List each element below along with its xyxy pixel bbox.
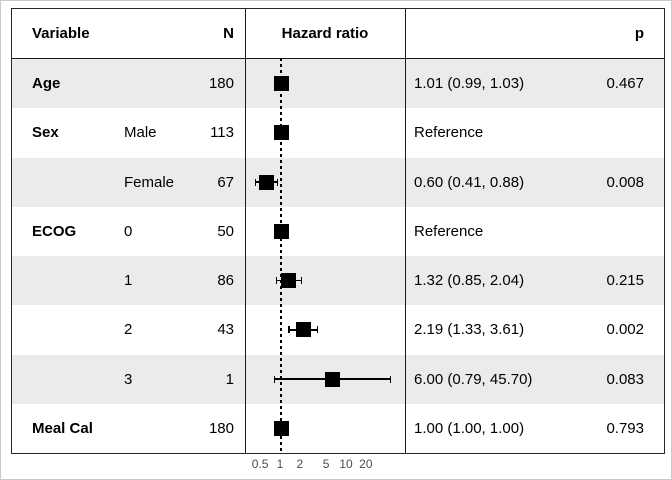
ci-cap — [389, 375, 392, 383]
n-value: 180 — [208, 419, 234, 437]
table-body: Age 180 1.01 (0.99, 1.03) 0.467 Sex Male… — [12, 59, 664, 453]
hr-point-marker — [273, 125, 289, 141]
table-row: Female 67 0.60 (0.41, 0.88) 0.008 — [12, 157, 664, 207]
p-value: 0.467 — [606, 75, 644, 93]
hr-point-marker — [258, 174, 274, 190]
header-left-group: Variable N — [12, 25, 245, 42]
header-p: p — [634, 25, 644, 42]
header-variable: Variable — [32, 25, 90, 42]
row-label-cell: 1 86 — [12, 256, 245, 305]
level-label: 3 — [124, 370, 133, 388]
ci-cap — [300, 277, 303, 285]
level-label: Male — [124, 124, 157, 142]
reference-line — [280, 58, 282, 453]
ci-cap — [317, 326, 319, 334]
forest-plot-cell — [245, 404, 405, 453]
ci-cap — [276, 178, 279, 186]
estimate-label: 2.19 (1.33, 3.61) — [414, 321, 525, 339]
row-stats-cell: 1.01 (0.99, 1.03) 0.467 — [405, 59, 664, 108]
forest-plot-table: Variable N Hazard ratio p Age 180 1.01 (… — [11, 8, 665, 454]
n-value: 180 — [208, 75, 234, 93]
estimate-label: Reference — [414, 222, 484, 240]
forest-plot-cell — [245, 207, 405, 256]
table-row: Meal Cal 180 1.00 (1.00, 1.00) 0.793 — [12, 404, 664, 453]
x-tick-label: 10 — [339, 457, 353, 471]
row-label-cell: Meal Cal 180 — [12, 404, 245, 453]
table-header-row: Variable N Hazard ratio p — [12, 9, 664, 59]
ci-cap — [275, 277, 278, 285]
x-tick-label: 2 — [296, 457, 304, 471]
p-value: 0.008 — [606, 173, 644, 191]
row-label-cell: Sex Male 113 — [12, 108, 245, 157]
ci-cap — [273, 375, 275, 383]
row-label-cell: 3 1 — [12, 355, 245, 404]
row-stats-cell: 0.60 (0.41, 0.88) 0.008 — [405, 158, 664, 207]
hr-point-marker — [273, 223, 289, 239]
forest-plot-cell — [245, 256, 405, 305]
level-label: 0 — [124, 222, 133, 240]
n-value: 50 — [217, 222, 234, 240]
level-label: Female — [124, 173, 175, 191]
row-label-cell: ECOG 0 50 — [12, 207, 245, 256]
row-stats-cell: 1.32 (0.85, 2.04) 0.215 — [405, 256, 664, 305]
row-stats-cell: Reference — [405, 207, 664, 256]
row-label-cell: Age 180 — [12, 59, 245, 108]
x-tick-label: 20 — [359, 457, 373, 471]
row-label-cell: 2 43 — [12, 305, 245, 354]
column-divider-left — [245, 9, 247, 453]
header-n: N — [223, 25, 234, 42]
header-hazard-ratio: Hazard ratio — [281, 25, 369, 42]
estimate-label: 6.00 (0.79, 45.70) — [414, 370, 533, 388]
variable-label: Meal Cal — [32, 419, 93, 437]
table-row: Sex Male 113 Reference — [12, 108, 664, 157]
forest-plot-cell — [245, 355, 405, 404]
hr-point-marker — [273, 76, 289, 92]
p-value: 0.793 — [606, 419, 644, 437]
estimate-label: Reference — [414, 124, 484, 142]
x-tick-label: 5 — [322, 457, 330, 471]
ci-cap — [288, 326, 290, 334]
table-row: 1 86 1.32 (0.85, 2.04) 0.215 — [12, 256, 664, 306]
x-tick-label: 1 — [276, 457, 284, 471]
table-row: 3 1 6.00 (0.79, 45.70) 0.083 — [12, 354, 664, 404]
table-row: 2 43 2.19 (1.33, 3.61) 0.002 — [12, 305, 664, 354]
hr-point-marker — [281, 273, 297, 289]
p-value: 0.002 — [606, 321, 644, 339]
row-stats-cell: 6.00 (0.79, 45.70) 0.083 — [405, 355, 664, 404]
row-stats-cell: 1.00 (1.00, 1.00) 0.793 — [405, 404, 664, 453]
x-axis-tick-labels: 0.5 1 2 5 10 20 — [1, 457, 671, 475]
column-divider-right — [405, 9, 407, 453]
table-row: ECOG 0 50 Reference — [12, 207, 664, 256]
p-value: 0.083 — [606, 370, 644, 388]
row-label-cell: Female 67 — [12, 158, 245, 207]
forest-plot-cell — [245, 59, 405, 108]
variable-label: ECOG — [32, 222, 77, 240]
row-stats-cell: 2.19 (1.33, 3.61) 0.002 — [405, 305, 664, 354]
level-label: 2 — [124, 321, 133, 339]
variable-label: Sex — [32, 124, 59, 142]
hr-point-marker — [295, 322, 311, 338]
hr-point-marker — [324, 371, 340, 387]
level-label: 1 — [124, 272, 133, 290]
table-row: Age 180 1.01 (0.99, 1.03) 0.467 — [12, 59, 664, 109]
p-value: 0.215 — [606, 272, 644, 290]
estimate-label: 1.00 (1.00, 1.00) — [414, 419, 525, 437]
ci-cap — [254, 178, 257, 186]
n-value: 86 — [217, 272, 234, 290]
estimate-label: 1.01 (0.99, 1.03) — [414, 75, 525, 93]
forest-plot-cell — [245, 108, 405, 157]
estimate-label: 0.60 (0.41, 0.88) — [414, 173, 525, 191]
estimate-label: 1.32 (0.85, 2.04) — [414, 272, 525, 290]
forest-plot-cell — [245, 158, 405, 207]
n-value: 113 — [210, 124, 234, 142]
n-value: 1 — [225, 370, 234, 388]
forest-plot-cell — [245, 305, 405, 354]
row-stats-cell: Reference — [405, 108, 664, 157]
n-value: 67 — [217, 173, 234, 191]
n-value: 43 — [217, 321, 234, 339]
variable-label: Age — [32, 75, 61, 93]
hr-point-marker — [273, 420, 289, 436]
x-tick-label: 0.5 — [251, 457, 269, 471]
